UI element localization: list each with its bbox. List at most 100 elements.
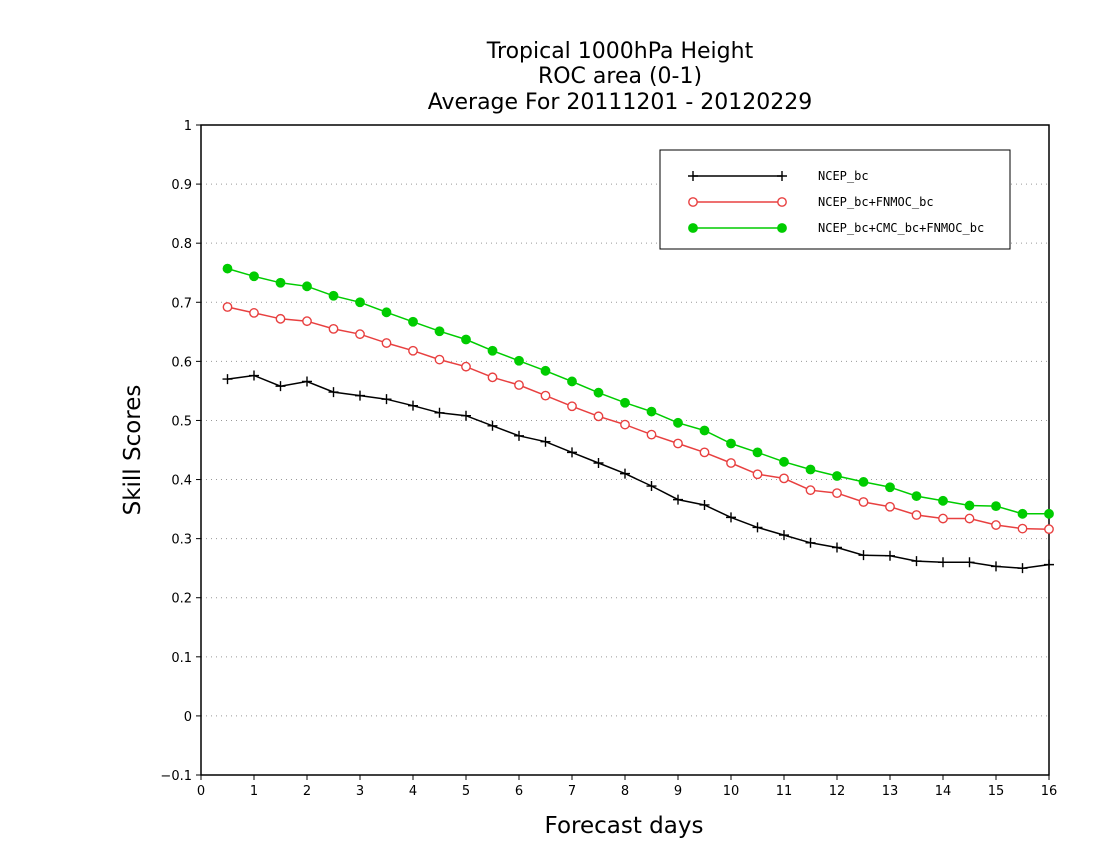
x-tick-label-0: 0: [197, 784, 205, 799]
series-ncep-bc-fnmoc-bc-point-30: [1017, 523, 1028, 534]
title-line-3: Average For 20111201 - 20120229: [428, 90, 813, 115]
series-ncep-bc-point-21: [779, 530, 789, 541]
series-ncep-bc-cmc-bc-fnmoc-bc-point-6: [381, 307, 392, 318]
series-ncep-bc-cmc-bc-fnmoc-bc-point-23: [832, 471, 842, 481]
series-group: [222, 263, 1054, 574]
x-tick-label-3: 3: [356, 784, 364, 799]
series-ncep-bc-cmc-bc-fnmoc-bc-point-4: [328, 290, 339, 301]
y-tick-label-11: 1: [184, 119, 192, 134]
chart-title: Tropical 1000hPa Height ROC area (0-1) A…: [428, 39, 813, 115]
series-ncep-bc-cmc-bc-fnmoc-bc-point-13: [567, 376, 577, 387]
legend-item-ncep-bc-cmc-bc-fnmoc-bc-label: NCEP_bc+CMC_bc+FNMOC_bc: [818, 221, 984, 235]
title-line-2: ROC area (0-1): [538, 64, 702, 89]
series-ncep-bc-fnmoc-bc-point-24: [858, 497, 869, 507]
series-ncep-bc-point-6: [381, 394, 392, 405]
series-ncep-bc-cmc-bc-fnmoc-bc-point-9: [461, 334, 471, 345]
series-ncep-bc-point-3: [302, 376, 312, 387]
series-ncep-bc-fnmoc-bc-point-21: [779, 473, 789, 484]
series-ncep-bc-cmc-bc-fnmoc-bc-point-1: [249, 271, 259, 282]
series-ncep-bc-point-14: [593, 458, 604, 468]
series-ncep-bc-cmc-bc-fnmoc-bc-point-26: [911, 491, 922, 501]
series-ncep-bc-cmc-bc-fnmoc-bc-point-15: [620, 397, 630, 408]
series-ncep-bc-point-24: [858, 550, 869, 561]
series-ncep-bc-cmc-bc-fnmoc-bc-point-25: [885, 482, 895, 493]
x-tick-label-9: 9: [674, 784, 682, 799]
y-tick-label-2: 0.1: [171, 651, 192, 666]
series-ncep-bc-point-28: [964, 557, 975, 568]
gridlines: [201, 183, 1049, 717]
series-ncep-bc-point-5: [355, 390, 365, 401]
series-ncep-bc-point-31: [1044, 559, 1054, 570]
series-ncep-bc-cmc-bc-fnmoc-bc-point-11: [514, 355, 524, 366]
legend-item-ncep-bc: NCEP_bc: [688, 169, 869, 183]
series-ncep-bc-point-25: [885, 550, 895, 561]
series-ncep-bc-fnmoc-bc-point-12: [540, 390, 551, 401]
series-ncep-bc-cmc-bc-fnmoc-bc-point-12: [540, 365, 551, 376]
series-ncep-bc-cmc-bc-fnmoc-bc: [222, 263, 1054, 519]
x-tick-label-8: 8: [621, 784, 629, 799]
legend-item-ncep-bc-fnmoc-bc: NCEP_bc+FNMOC_bc: [688, 195, 934, 209]
series-ncep-bc-cmc-bc-fnmoc-bc-point-21: [779, 456, 789, 467]
legend-item-ncep-bc-label: NCEP_bc: [818, 169, 869, 183]
x-tick-label-13: 13: [882, 784, 899, 799]
y-tick-label-3: 0.2: [171, 592, 192, 607]
series-ncep-bc-point-12: [540, 436, 551, 447]
series-ncep-bc-cmc-bc-fnmoc-bc-point-2: [275, 277, 286, 288]
series-ncep-bc-fnmoc-bc-point-3: [302, 316, 312, 327]
legend: NCEP_bc NCEP_bc+FNMOC_bc NCEP_bc+CMC_bc+FN…: [659, 149, 1011, 250]
series-ncep-bc-fnmoc-bc-point-4: [328, 323, 339, 334]
legend-item-ncep-bc-cmc-bc-fnmoc-bc-marker-end: [777, 223, 787, 233]
series-ncep-bc-fnmoc-bc-point-5: [355, 329, 365, 340]
series-ncep-bc-fnmoc-bc-point-28: [964, 513, 975, 524]
series-ncep-bc-fnmoc-bc-point-10: [487, 372, 498, 383]
series-ncep-bc-point-13: [567, 447, 577, 458]
y-axis-label: Skill Scores: [120, 385, 146, 516]
series-ncep-bc-fnmoc-bc-point-1: [249, 308, 259, 318]
series-ncep-bc-cmc-bc-fnmoc-bc-point-5: [355, 297, 365, 308]
series-ncep-bc-fnmoc-bc-point-14: [593, 411, 604, 422]
series-ncep-bc-cmc-bc-fnmoc-bc-point-7: [408, 316, 418, 327]
x-tick-label-11: 11: [776, 784, 793, 799]
series-ncep-bc-fnmoc-bc-point-22: [805, 485, 816, 496]
series-ncep-bc-cmc-bc-fnmoc-bc-point-3: [302, 281, 312, 292]
series-ncep-bc-fnmoc-bc-point-2: [275, 313, 286, 324]
x-tick-label-16: 16: [1041, 784, 1058, 799]
legend-item-ncep-bc-cmc-bc-fnmoc-bc: NCEP_bc+CMC_bc+FNMOC_bc: [688, 221, 984, 235]
legend-item-ncep-bc-fnmoc-bc-marker-end: [777, 197, 787, 207]
series-ncep-bc-cmc-bc-fnmoc-bc-point-24: [858, 477, 869, 487]
series-ncep-bc-fnmoc-bc-point-18: [699, 447, 710, 458]
series-ncep-bc-cmc-bc-fnmoc-bc-point-27: [938, 495, 948, 506]
legend-item-ncep-bc-marker-end: [777, 171, 787, 181]
series-ncep-bc-fnmoc-bc-point-9: [461, 361, 471, 372]
series-ncep-bc-fnmoc-bc-line: [227, 306, 1050, 530]
series-ncep-bc-point-9: [461, 410, 471, 421]
series-ncep-bc-cmc-bc-fnmoc-bc-point-20: [752, 447, 763, 458]
series-ncep-bc: [222, 370, 1054, 574]
series-ncep-bc-point-15: [620, 468, 630, 479]
series-ncep-bc-point-8: [434, 407, 445, 418]
series-ncep-bc-fnmoc-bc-point-27: [938, 513, 948, 524]
series-ncep-bc-fnmoc-bc-point-25: [885, 501, 895, 512]
x-tick-label-6: 6: [515, 784, 523, 799]
x-tick-label-15: 15: [988, 784, 1005, 799]
series-ncep-bc-fnmoc-bc-point-8: [434, 354, 445, 365]
series-ncep-bc-fnmoc-bc-point-31: [1044, 524, 1054, 535]
series-ncep-bc-fnmoc-bc-point-29: [991, 520, 1001, 530]
series-ncep-bc-cmc-bc-fnmoc-bc-point-0: [222, 263, 233, 274]
series-ncep-bc-point-18: [699, 499, 710, 510]
y-tick-label-0: −0.1: [160, 769, 192, 784]
series-ncep-bc-cmc-bc-fnmoc-bc-line: [227, 267, 1049, 515]
y-tick-label-10: 0.9: [171, 178, 192, 193]
series-ncep-bc-point-0: [222, 374, 233, 385]
series-ncep-bc-cmc-bc-fnmoc-bc-point-17: [673, 417, 683, 428]
series-ncep-bc-point-20: [752, 522, 763, 533]
series-ncep-bc-point-2: [275, 381, 286, 392]
y-tick-label-5: 0.4: [171, 474, 192, 489]
series-ncep-bc-point-4: [328, 387, 339, 398]
x-tick-label-2: 2: [303, 784, 311, 799]
series-ncep-bc-cmc-bc-fnmoc-bc-point-29: [991, 501, 1001, 512]
x-tick-label-4: 4: [409, 784, 417, 799]
axis-ticks: −0.100.10.20.30.40.50.60.70.80.910 1 2 3 4 5 6…: [160, 119, 1057, 799]
title-line-1: Tropical 1000hPa Height: [486, 39, 754, 64]
